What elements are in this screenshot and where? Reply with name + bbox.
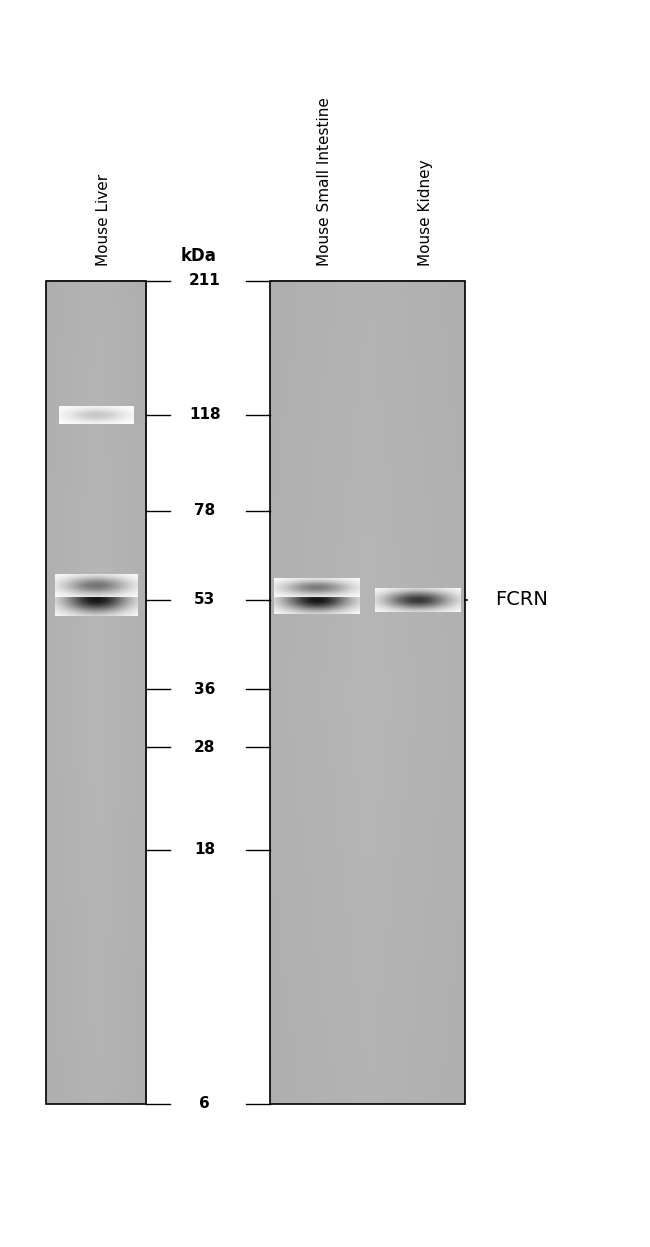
Text: 28: 28 [194,739,215,754]
Text: Mouse Kidney: Mouse Kidney [418,158,433,266]
Text: Mouse Small Intestine: Mouse Small Intestine [317,97,332,266]
Text: Mouse Liver: Mouse Liver [96,173,111,266]
Text: 78: 78 [194,503,215,519]
Bar [270,281,465,1104]
Text: 18: 18 [194,842,215,857]
Bar [46,281,146,1104]
Text: 118: 118 [189,408,220,423]
Text: 36: 36 [194,682,215,697]
Text: 211: 211 [189,273,220,288]
Text: kDa: kDa [180,247,216,264]
Text: FCRN: FCRN [495,591,548,610]
Text: 6: 6 [200,1096,210,1111]
Text: 53: 53 [194,592,215,607]
